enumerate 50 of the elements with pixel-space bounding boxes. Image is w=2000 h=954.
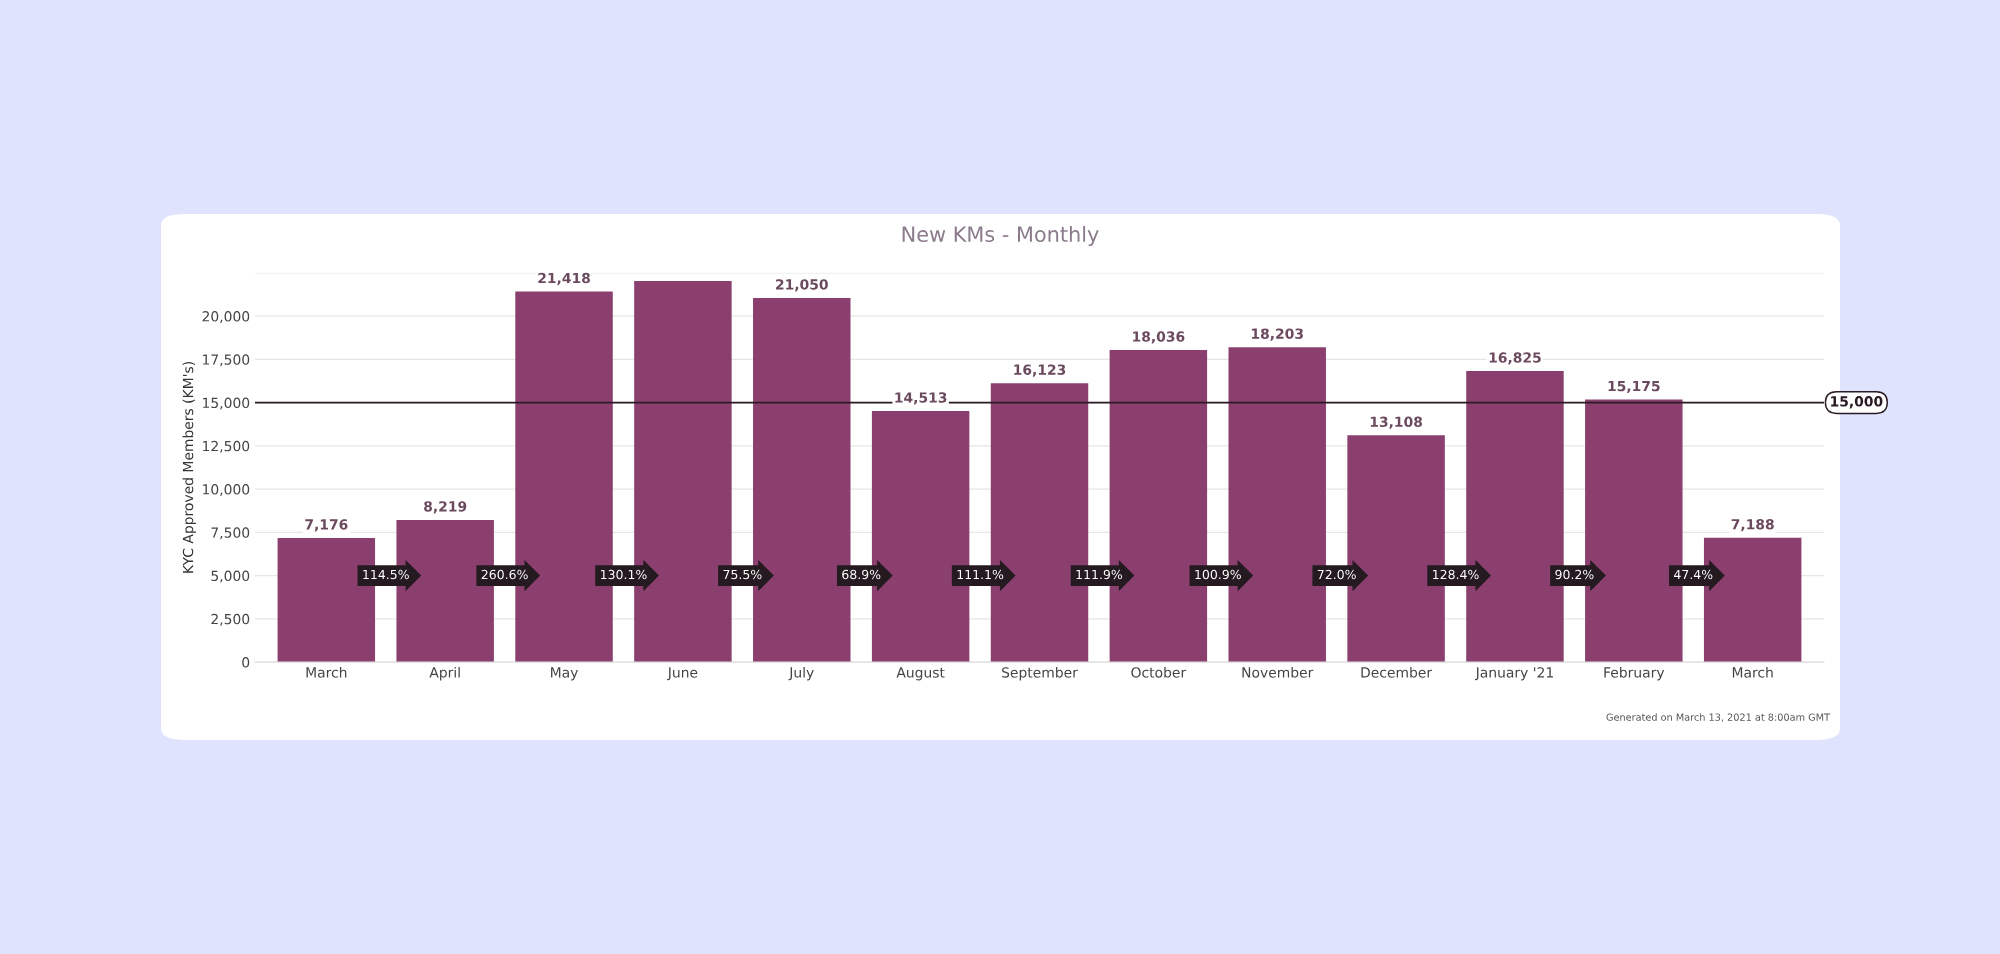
data-label: 14,513: [895, 392, 947, 405]
annotation: 130.1%: [601, 569, 647, 580]
text: Generated on March 13, 2021 at 8:00am GMT: [1606, 713, 1831, 722]
y-tick-label: 2,500: [211, 613, 250, 626]
x-tick-label: May: [551, 667, 578, 681]
x-tick-label: January '21: [1474, 667, 1553, 681]
x-tick-label: June: [667, 667, 698, 681]
data-label: 16,123: [1014, 364, 1066, 377]
annotation: 114.5%: [363, 569, 409, 580]
data-label: 7,176: [305, 519, 348, 532]
x-tick-label: March: [1732, 666, 1773, 678]
data-label: 18,203: [1252, 328, 1303, 341]
y-tick-label: 12,500: [203, 440, 250, 453]
x-tick-label: October: [1131, 666, 1187, 678]
annotation: 90.2%: [1555, 569, 1594, 580]
data-label: 18,036: [1133, 331, 1185, 344]
annotation: 100.9%: [1195, 569, 1241, 580]
y-axis-title: KYC Approved Members (KM's): [182, 362, 196, 573]
data-label: 15,175: [1608, 380, 1660, 394]
chart-title: New KMs - Monthly: [902, 225, 1099, 247]
y-tick-label: 10,000: [203, 484, 250, 496]
annotation: 72.0%: [1317, 569, 1356, 580]
annotation: 260.6%: [481, 569, 528, 580]
x-tick-label: November: [1242, 666, 1314, 678]
annotation: 68.9%: [842, 569, 881, 580]
annotation: 111.9%: [1076, 569, 1123, 580]
data-label: 21,418: [538, 272, 590, 286]
data-label: 7,188: [1731, 518, 1774, 532]
data-label: 21,050: [776, 279, 828, 292]
data-label: 13,108: [1370, 416, 1423, 429]
x-tick-label: August: [896, 667, 945, 681]
annotation: 128.4%: [1433, 569, 1479, 580]
x-tick-label: December: [1361, 666, 1433, 678]
data-label: 16,825: [1489, 352, 1541, 365]
ref-line-label: 15,000: [1831, 396, 1883, 409]
annotation: 47.4%: [1674, 569, 1713, 580]
x-tick-label: February: [1604, 666, 1665, 681]
x-tick-label: March: [306, 666, 347, 678]
x-tick-label: April: [429, 666, 460, 681]
annotation: 111.1%: [957, 569, 1004, 580]
y-tick-label: 17,500: [203, 354, 250, 367]
x-tick-label: July: [788, 666, 814, 681]
annotation: 75.5%: [723, 569, 762, 580]
y-tick-label: 0: [242, 657, 250, 668]
y-tick-label: 20,000: [202, 311, 250, 323]
y-tick-label: 5,000: [211, 570, 250, 583]
y-tick-label: 7,500: [211, 527, 250, 540]
y-tick-label: 15,000: [203, 397, 250, 410]
data-label: 8,219: [424, 501, 467, 514]
x-tick-label: September: [1002, 666, 1078, 681]
